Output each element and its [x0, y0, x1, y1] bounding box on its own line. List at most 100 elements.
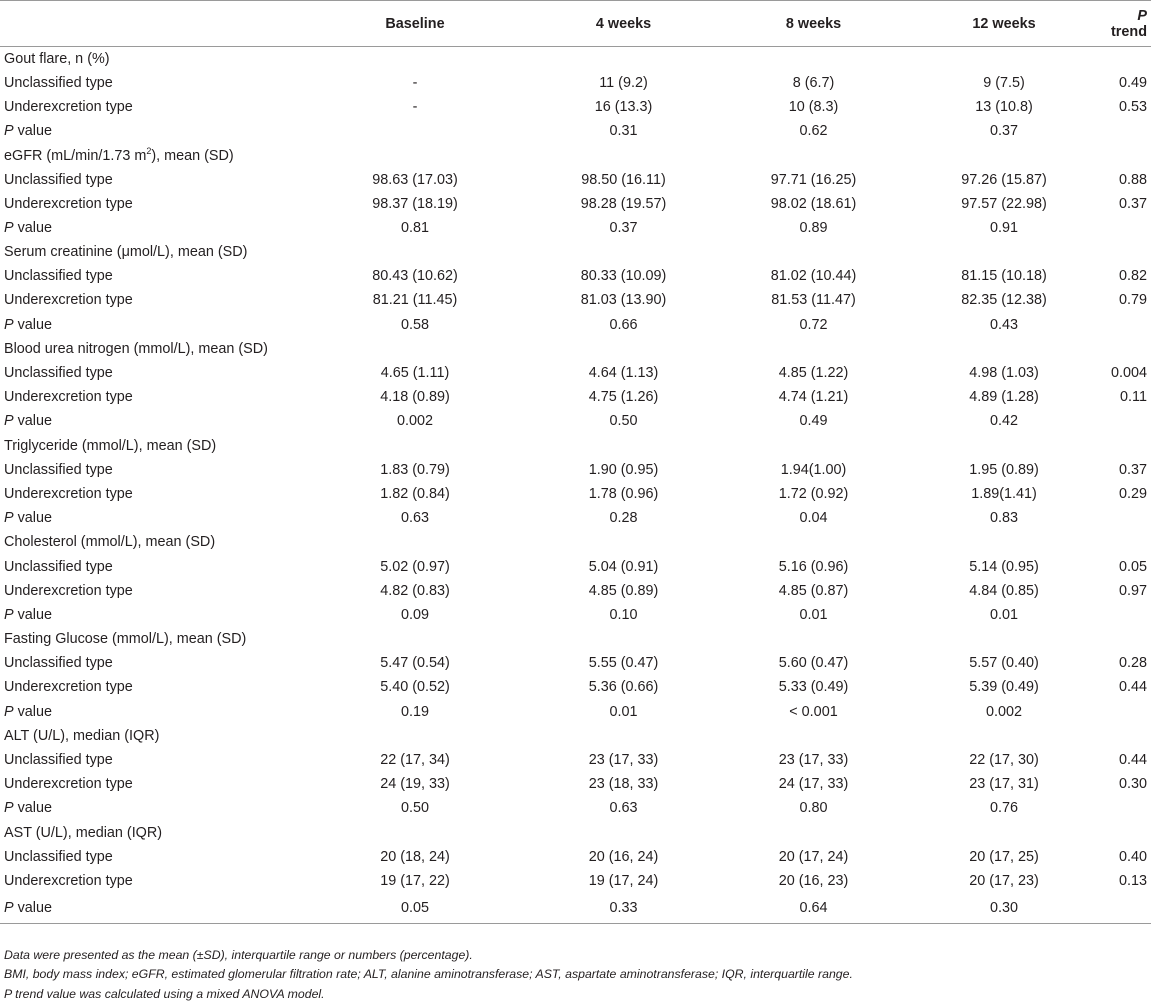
cell-value: 0.19 — [400, 703, 429, 720]
table-row: Unclassified type 5.47 (0.54) 5.55 (0.47) 5… — [0, 651, 1151, 675]
cell-value: 0.62 — [799, 123, 828, 140]
cell-value: 0.76 — [989, 800, 1018, 817]
cell-p-trend: 0.05 — [1118, 558, 1147, 575]
row-label: Underexcretion type — [4, 582, 133, 599]
table-row: P value 0.58 0.66 0.72 0.43 — [0, 313, 1151, 337]
p-value-rest: value — [13, 316, 53, 333]
p-italic: P — [4, 703, 14, 720]
cell-value: 0.50 — [609, 413, 638, 430]
cell-value: 0.33 — [530, 893, 717, 924]
section-title: Blood urea nitrogen (mmol/L), mean (SD) — [4, 340, 268, 357]
cell-p-trend — [1098, 409, 1151, 433]
cell-value: 9 (7.5) — [983, 74, 1025, 91]
row-label: Underexcretion type — [4, 98, 133, 115]
cell-value: 4.74 (1.21) — [778, 389, 849, 406]
cell-value: 4.65 (1.11) — [380, 365, 450, 382]
cell-value: 8 (6.7) — [792, 74, 835, 91]
cell-p-trend: 0.40 — [1118, 848, 1147, 865]
cell-value: 0.01 — [989, 606, 1018, 623]
table-row: Unclassified type 80.43 (10.62) 80.33 (10.… — [0, 264, 1151, 288]
cell-value: 4.64 (1.13) — [588, 365, 659, 382]
cell-value: < 0.001 — [789, 703, 838, 720]
cell-value: 98.02 (18.61) — [770, 195, 857, 212]
cell-value: 4.85 (0.89) — [588, 582, 659, 599]
row-label: Unclassified type — [4, 268, 113, 285]
table-body: Gout flare, n (%) Unclassified type - 11 (9… — [0, 47, 1151, 924]
table-row: Unclassified type 5.02 (0.97) 5.04 (0.91) 5… — [0, 554, 1151, 578]
header-p-trend-italic: P — [1137, 7, 1147, 24]
section-title: ALT (U/L), median (IQR) — [4, 727, 160, 744]
cell-value: 0.66 — [609, 316, 638, 333]
cell-value: 5.57 (0.40) — [969, 655, 1039, 672]
header-baseline: Baseline — [300, 0, 530, 47]
cell-value: 5.36 (0.66) — [588, 679, 659, 696]
cell-value: 20 (17, 24) — [778, 848, 849, 865]
table-row: Underexcretion type 98.37 (18.19) 98.28 (1… — [0, 192, 1151, 216]
cell-value: 1.72 (0.92) — [778, 485, 849, 502]
cell-value: 0.81 — [400, 219, 429, 236]
cell-value: 1.78 (0.96) — [588, 485, 659, 502]
row-label: P value — [0, 506, 300, 530]
cell-value: 97.26 (15.87) — [961, 171, 1047, 188]
footnote-2: BMI, body mass index; eGFR, estimated gl… — [4, 967, 853, 982]
cell-p-trend: 0.28 — [1118, 655, 1147, 672]
p-italic: P — [4, 899, 14, 916]
cell-value: 0.91 — [989, 219, 1018, 236]
cell-value: 0.42 — [989, 413, 1018, 430]
cell-p-trend: 0.29 — [1118, 485, 1147, 502]
cell-value: 81.03 (13.90) — [580, 292, 667, 309]
row-label: Unclassified type — [4, 461, 113, 478]
header-8-weeks: 8 weeks — [717, 0, 910, 47]
cell-value: 81.53 (11.47) — [771, 292, 856, 309]
p-value-rest: value — [13, 510, 53, 527]
cell-value: 0.10 — [609, 606, 638, 623]
section-title: Serum creatinine (μmol/L), mean (SD) — [4, 244, 248, 261]
cell-value: 1.95 (0.89) — [969, 461, 1039, 478]
p-value-rest: value — [13, 606, 53, 623]
cell-value: 0.01 — [609, 703, 638, 720]
cell-value: 1.94(1.00) — [780, 461, 847, 478]
section-header-row: eGFR (mL/min/1.73 m2), mean (SD) — [0, 143, 1151, 167]
cell-value: 16 (13.3) — [594, 98, 653, 115]
table-row: Unclassified type 22 (17, 34) 23 (17, 33) 2… — [0, 748, 1151, 772]
p-italic: P — [4, 510, 14, 527]
table-row: Underexcretion type 81.21 (11.45) 81.03 (1… — [0, 288, 1151, 312]
row-label: Underexcretion type — [4, 195, 133, 212]
cell-value: 11 (9.2) — [599, 74, 648, 91]
footnote-3: P trend value was calculated using a mix… — [4, 986, 325, 1001]
row-label: P value — [0, 409, 300, 433]
cell-p-trend: 0.49 — [1118, 74, 1147, 91]
cell-value: 97.57 (22.98) — [961, 195, 1047, 212]
table-row: Underexcretion type 4.18 (0.89) 4.75 (1.26… — [0, 385, 1151, 409]
cell-p-trend: 0.44 — [1118, 752, 1147, 769]
row-label: Unclassified type — [4, 848, 113, 865]
table-row: Underexcretion type - 16 (13.3) 10 (8.3) 13 … — [0, 95, 1151, 119]
cell-value: 22 (17, 30) — [969, 752, 1039, 769]
cell-value: 0.63 — [400, 510, 429, 527]
header-row: Baseline 4 weeks 8 weeks 12 weeks P tren… — [0, 0, 1151, 47]
p-italic: P — [4, 800, 14, 817]
cell-value: 5.39 (0.49) — [969, 679, 1039, 696]
cell-value: 20 (17, 23) — [969, 872, 1039, 889]
cell-value: 98.37 (18.19) — [372, 195, 458, 212]
table-row: P value 0.19 0.01 < 0.001 0.002 — [0, 700, 1151, 724]
cell-value: 20 (18, 24) — [380, 848, 450, 865]
cell-p-trend — [1098, 700, 1151, 724]
row-label: P value — [0, 216, 300, 240]
cell-p-trend — [1098, 216, 1151, 240]
cell-value: 23 (18, 33) — [588, 776, 659, 793]
cell-value: 23 (17, 33) — [778, 752, 849, 769]
table-row: Unclassified type 98.63 (17.03) 98.50 (16.… — [0, 167, 1151, 191]
section-header-row: Blood urea nitrogen (mmol/L), mean (SD) — [0, 337, 1151, 361]
cell-p-trend: 0.82 — [1118, 268, 1147, 285]
cell-value: 4.98 (1.03) — [969, 365, 1039, 382]
row-label: Unclassified type — [4, 655, 113, 672]
table-row: P value 0.63 0.28 0.04 0.83 — [0, 506, 1151, 530]
table-row: Underexcretion type 24 (19, 33) 23 (18, 33… — [0, 772, 1151, 796]
table-row: P value 0.81 0.37 0.89 0.91 — [0, 216, 1151, 240]
cell-value: 22 (17, 34) — [380, 752, 450, 769]
table-row: Unclassified type - 11 (9.2) 8 (6.7) 9 (7.5)… — [0, 71, 1151, 95]
cell-value: 0.31 — [609, 123, 638, 140]
row-label: P value — [0, 796, 300, 820]
